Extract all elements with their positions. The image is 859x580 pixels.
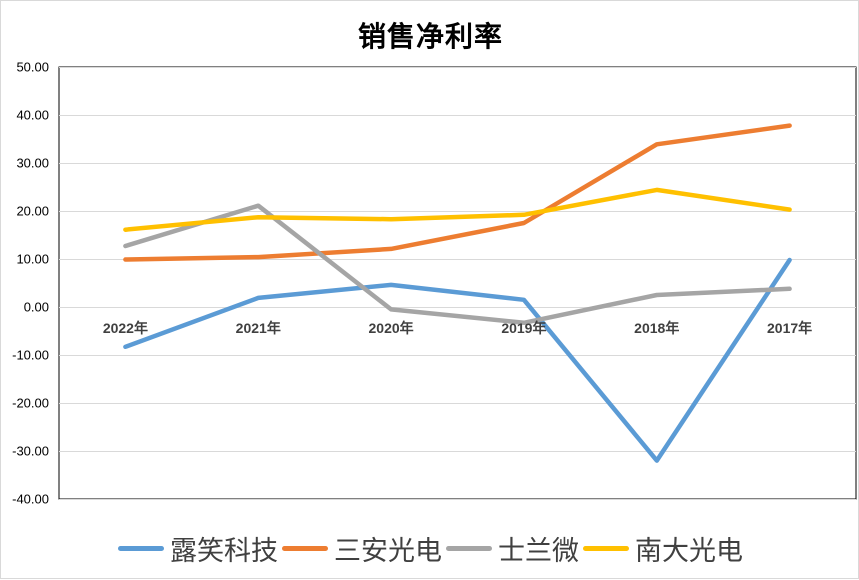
legend-label: 南大光电 [635, 535, 743, 567]
series-line-2 [123, 123, 792, 262]
legend-swatch [118, 545, 164, 551]
x-tick-label: 2020年 [369, 320, 414, 336]
legend: 露笑科技 三安光电 士兰微 南大光电 [1, 526, 859, 570]
series-line-4 [123, 187, 792, 232]
legend-item-4: 南大光电 [583, 529, 743, 568]
legend-swatch [583, 545, 629, 551]
y-tick-label: 50.00 [16, 60, 49, 75]
y-tick-label: -40.00 [12, 492, 49, 507]
y-tick-label: 0.00 [24, 300, 49, 315]
legend-label: 露笑科技 [170, 535, 278, 567]
y-tick-label: 40.00 [16, 108, 49, 123]
series-line-1 [123, 257, 792, 463]
legend-item-3: 士兰微 [446, 529, 579, 568]
x-tick-label: 2022年 [103, 320, 148, 336]
y-tick-label: 10.00 [16, 252, 49, 267]
legend-swatch [446, 545, 492, 551]
legend-item-2: 三安光电 [282, 529, 442, 568]
legend-swatch [282, 545, 328, 551]
series-line-3 [123, 203, 792, 326]
y-tick-label: 30.00 [16, 156, 49, 171]
legend-label: 士兰微 [498, 535, 579, 567]
chart-title: 销售净利率 [357, 20, 503, 53]
y-tick-label: -10.00 [12, 348, 49, 363]
y-tick-label: -30.00 [12, 444, 49, 459]
x-tick-label: 2021年 [236, 320, 281, 336]
x-tick-label: 2018年 [634, 320, 679, 336]
x-tick-label: 2017年 [767, 320, 812, 336]
legend-item-1: 露笑科技 [118, 529, 278, 568]
legend-label: 三安光电 [334, 535, 442, 567]
x-tick-label: 2019年 [501, 320, 546, 336]
y-tick-label: 20.00 [16, 204, 49, 219]
y-tick-label: -20.00 [12, 396, 49, 411]
